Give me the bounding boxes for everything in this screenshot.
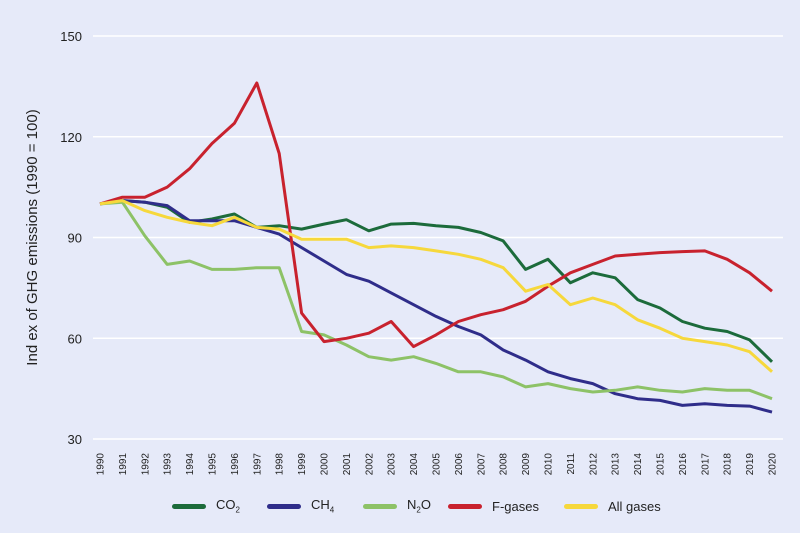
legend-swatch-n2o bbox=[363, 503, 397, 509]
legend-label-f-gases: F-gases bbox=[492, 498, 539, 514]
legend-item-n2o: N2O bbox=[363, 494, 431, 518]
legend-swatch-ch4 bbox=[267, 503, 301, 509]
x-tick-label: 1998 bbox=[275, 453, 286, 476]
x-tick-label: 2020 bbox=[768, 453, 779, 476]
y-tick-label: 150 bbox=[60, 29, 82, 44]
x-tick-label: 2009 bbox=[521, 453, 532, 476]
legend-swatch-all-gases bbox=[564, 503, 598, 509]
series-line-co2 bbox=[99, 199, 774, 363]
x-tick-label: 2010 bbox=[544, 453, 555, 476]
legend-item-all-gases: All gases bbox=[564, 494, 661, 518]
x-tick-label: 2019 bbox=[745, 453, 756, 476]
series-line-ch4 bbox=[99, 199, 773, 414]
x-tick-label: 2015 bbox=[656, 453, 667, 476]
legend-item-co2: CO2 bbox=[172, 494, 240, 518]
legend-label-ch4: CH4 bbox=[311, 497, 335, 515]
x-tick-label: 1991 bbox=[118, 453, 129, 476]
series-line-all-gases bbox=[99, 199, 774, 373]
x-tick-label: 2005 bbox=[432, 453, 443, 476]
legend-item-ch4: CH4 bbox=[267, 494, 334, 518]
x-tick-label: 2013 bbox=[611, 453, 622, 476]
x-tick-label: 2011 bbox=[566, 453, 577, 475]
x-tick-label: 2016 bbox=[678, 453, 689, 476]
y-axis-label: Ind ex of GHG emissions (1990 = 100) bbox=[24, 109, 41, 365]
x-tick-label: 1994 bbox=[185, 453, 196, 476]
x-tick-label: 1995 bbox=[208, 453, 219, 476]
x-tick-label: 2002 bbox=[364, 453, 375, 476]
x-tick-label: 1996 bbox=[230, 453, 241, 476]
y-tick-label: 120 bbox=[60, 130, 82, 145]
x-tick-label: 1999 bbox=[297, 453, 308, 476]
x-tick-label: 2018 bbox=[723, 453, 734, 476]
x-tick-label: 1997 bbox=[252, 453, 263, 476]
y-tick-label: 60 bbox=[68, 331, 82, 346]
x-tick-label: 2008 bbox=[499, 453, 510, 476]
legend-label-n2o: N2O bbox=[407, 497, 431, 515]
legend-swatch-f-gases bbox=[448, 503, 482, 509]
y-tick-label: 30 bbox=[68, 432, 82, 447]
legend-label-all-gases: All gases bbox=[608, 498, 661, 514]
x-tick-label: 2014 bbox=[633, 453, 644, 476]
legend-item-f-gases: F-gases bbox=[448, 494, 539, 518]
y-tick-label: 90 bbox=[68, 231, 82, 246]
x-tick-label: 2001 bbox=[342, 453, 353, 476]
x-tick-label: 1992 bbox=[140, 453, 151, 476]
series-line-f-gases bbox=[99, 81, 773, 349]
x-tick-label: 2012 bbox=[588, 453, 599, 476]
legend-label-co2: CO2 bbox=[216, 497, 240, 515]
series-line-n2o bbox=[99, 200, 773, 401]
x-tick-label: 2004 bbox=[409, 453, 420, 476]
x-tick-label: 2006 bbox=[454, 453, 465, 476]
x-tick-label: 1990 bbox=[96, 453, 107, 476]
x-tick-label: 1993 bbox=[163, 453, 174, 476]
x-tick-label: 2017 bbox=[700, 453, 711, 476]
x-tick-label: 2007 bbox=[476, 453, 487, 476]
legend: CO2 CH4 N2O F-gases All gases bbox=[0, 494, 800, 518]
x-tick-label: 2000 bbox=[320, 453, 331, 476]
legend-swatch-co2 bbox=[172, 503, 206, 509]
x-tick-label: 2003 bbox=[387, 453, 398, 476]
